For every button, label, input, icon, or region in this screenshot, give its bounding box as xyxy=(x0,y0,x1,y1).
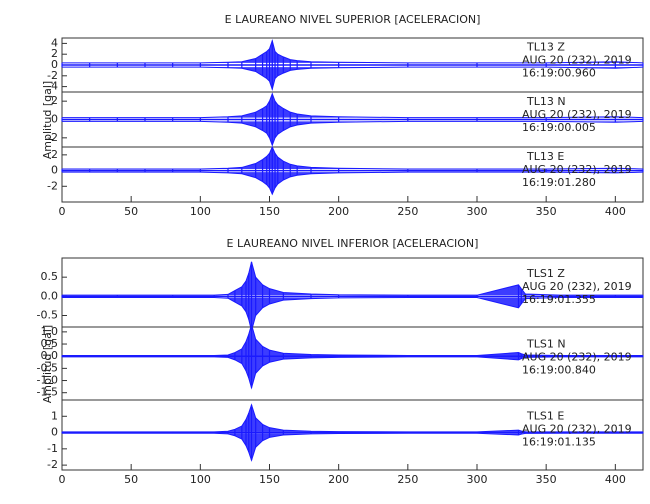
station-label: TL13 E xyxy=(526,150,564,163)
date-label: AUG 20 (232), 2019 xyxy=(522,280,632,293)
y-tick-label: -2 xyxy=(47,179,58,192)
x-tick-label: 200 xyxy=(328,473,349,486)
date-label: AUG 20 (232), 2019 xyxy=(522,108,632,121)
y-tick-label: -1 xyxy=(47,442,58,455)
x-tick-label: 0 xyxy=(59,205,66,218)
y-tick-label: -2 xyxy=(47,458,58,471)
chart-title: E LAUREANO NIVEL SUPERIOR [ACELERACION] xyxy=(225,13,481,26)
x-tick-label: 250 xyxy=(397,473,418,486)
y-tick-label: -2 xyxy=(47,131,58,144)
panel-frame xyxy=(61,399,644,471)
y-tick-label: 2 xyxy=(51,148,58,161)
y-tick-label: 0 xyxy=(51,113,58,126)
y-tick-label: -0.5 xyxy=(37,361,58,374)
x-tick-label: 150 xyxy=(259,205,280,218)
trace-lower xyxy=(62,356,643,390)
x-tick-label: 0 xyxy=(59,473,66,486)
x-tick-label: 300 xyxy=(467,473,488,486)
panel-frame xyxy=(61,146,644,203)
y-tick-label: -4 xyxy=(47,80,58,93)
x-tick-label: 250 xyxy=(397,205,418,218)
station-label: TL13 N xyxy=(526,95,566,108)
y-tick-label: 0.0 xyxy=(41,349,59,362)
time-label: 16:19:01.280 xyxy=(522,176,596,189)
trace-lower xyxy=(62,296,643,331)
x-tick-label: 300 xyxy=(467,205,488,218)
y-tick-label: 2 xyxy=(51,47,58,60)
y-tick-label: 1.0 xyxy=(41,325,59,338)
time-label: 16:19:00.960 xyxy=(522,67,596,80)
date-label: AUG 20 (232), 2019 xyxy=(522,351,632,364)
station-label: TLS1 N xyxy=(526,338,566,351)
y-axis-label: Amplitud [gal] xyxy=(41,81,54,159)
y-tick-label: 0.0 xyxy=(41,289,59,302)
time-label: 16:19:01.355 xyxy=(522,293,596,306)
date-label: AUG 20 (232), 2019 xyxy=(522,163,632,176)
y-tick-label: 0.5 xyxy=(41,270,59,283)
time-label: 16:19:01.135 xyxy=(522,435,596,448)
x-tick-label: 350 xyxy=(536,473,557,486)
x-tick-label: 150 xyxy=(259,473,280,486)
y-tick-label: -2 xyxy=(47,69,58,82)
x-tick-label: 350 xyxy=(536,205,557,218)
y-tick-label: 4 xyxy=(51,36,58,49)
y-tick-label: 0 xyxy=(51,426,58,439)
x-tick-label: 400 xyxy=(605,473,626,486)
x-tick-label: 50 xyxy=(124,205,138,218)
station-label: TLS1 Z xyxy=(526,267,565,280)
x-tick-label: 50 xyxy=(124,473,138,486)
station-label: TL13 Z xyxy=(526,41,565,54)
trace-upper xyxy=(62,322,643,356)
y-tick-label: 0 xyxy=(51,164,58,177)
trace-lower xyxy=(62,432,643,462)
trace-upper xyxy=(62,403,643,433)
y-tick-label: -1.5 xyxy=(37,386,58,399)
time-label: 16:19:00.840 xyxy=(522,364,596,377)
time-label: 16:19:00.005 xyxy=(522,121,596,134)
y-tick-label: 0.5 xyxy=(41,337,59,350)
x-tick-label: 100 xyxy=(190,473,211,486)
date-label: AUG 20 (232), 2019 xyxy=(522,422,632,435)
station-label: TLS1 E xyxy=(526,409,564,422)
date-label: AUG 20 (232), 2019 xyxy=(522,54,632,67)
y-tick-label: -1.0 xyxy=(37,374,58,387)
y-tick-label: 2 xyxy=(51,94,58,107)
x-tick-label: 100 xyxy=(190,205,211,218)
y-tick-label: 1 xyxy=(51,409,58,422)
y-axis-label: Amplitud [gal] xyxy=(41,325,54,403)
x-tick-label: 400 xyxy=(605,205,626,218)
chart-title: E LAUREANO NIVEL INFERIOR [ACELERACION] xyxy=(227,237,479,250)
y-tick-label: -0.5 xyxy=(37,309,58,322)
trace-upper xyxy=(62,261,643,296)
y-tick-label: 0 xyxy=(51,58,58,71)
x-tick-label: 200 xyxy=(328,205,349,218)
